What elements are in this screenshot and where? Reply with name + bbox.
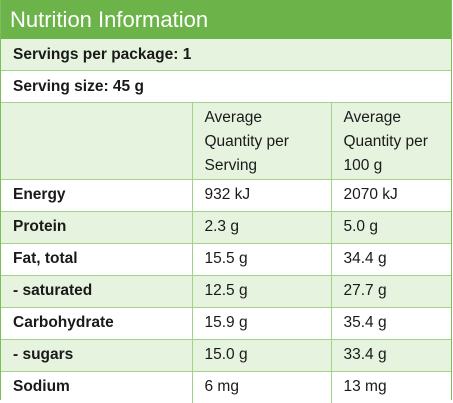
nutrient-name: - sugars <box>1 338 193 372</box>
value-per-serving: 6 mg <box>191 370 332 403</box>
value-per-100g: 27.7 g <box>330 274 451 308</box>
table-row: - saturated 12.5 g 27.7 g <box>1 274 451 308</box>
nutrition-table: Average Quantity per Serving Average Qua… <box>1 103 451 403</box>
value-per-100g: 33.4 g <box>330 338 451 372</box>
nutrient-name: Energy <box>1 178 193 212</box>
table-row: Protein 2.3 g 5.0 g <box>1 210 451 244</box>
header-per-100g: Average Quantity per 100 g <box>330 103 451 180</box>
nutrient-name: Fat, total <box>1 242 193 276</box>
serving-size: Serving size: 45 g <box>1 71 451 103</box>
table-row: Energy 932 kJ 2070 kJ <box>1 178 451 212</box>
table-header-row: Average Quantity per Serving Average Qua… <box>1 103 451 180</box>
header-per-100g-line: 100 g <box>343 156 383 174</box>
value-per-100g: 13 mg <box>330 370 451 403</box>
value-per-serving: 15.5 g <box>191 242 332 276</box>
value-per-serving: 15.9 g <box>191 306 332 340</box>
value-per-100g: 35.4 g <box>330 306 451 340</box>
value-per-100g: 34.4 g <box>330 242 451 276</box>
nutrient-name: - saturated <box>1 274 193 308</box>
header-per-serving-line: Average <box>204 108 262 126</box>
value-per-serving: 15.0 g <box>191 338 332 372</box>
panel-title: Nutrition Information <box>1 0 451 39</box>
value-per-serving: 12.5 g <box>191 274 332 308</box>
header-per-100g-line: Quantity per <box>343 132 428 150</box>
nutrient-name: Protein <box>1 210 193 244</box>
table-row: - sugars 15.0 g 33.4 g <box>1 338 451 372</box>
value-per-serving: 932 kJ <box>191 178 332 212</box>
value-per-100g: 2070 kJ <box>330 178 451 212</box>
table-row: Carbohydrate 15.9 g 35.4 g <box>1 306 451 340</box>
header-per-serving-line: Serving <box>204 156 258 174</box>
header-per-serving-line: Quantity per <box>204 132 289 150</box>
header-per-100g-line: Average <box>343 108 401 126</box>
table-row: Fat, total 15.5 g 34.4 g <box>1 242 451 276</box>
value-per-100g: 5.0 g <box>330 210 451 244</box>
header-nutrient <box>1 103 193 180</box>
header-per-serving: Average Quantity per Serving <box>191 103 332 180</box>
value-per-serving: 2.3 g <box>191 210 332 244</box>
nutrient-name: Sodium <box>1 370 193 403</box>
table-row: Sodium 6 mg 13 mg <box>1 370 451 403</box>
servings-per-package: Servings per package: 1 <box>1 39 451 71</box>
nutrient-name: Carbohydrate <box>1 306 193 340</box>
